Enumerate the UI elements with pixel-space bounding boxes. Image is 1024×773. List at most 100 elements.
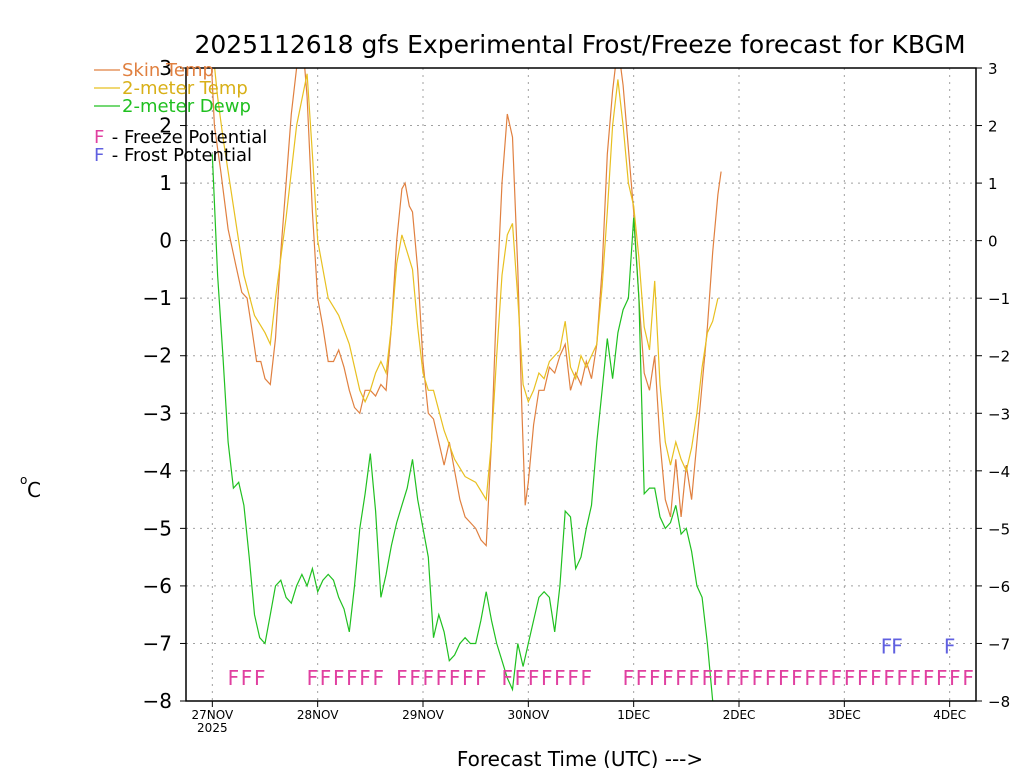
freeze-marker: F	[359, 666, 371, 690]
freeze-marker: F	[712, 666, 724, 690]
freeze-marker: F	[662, 666, 674, 690]
freeze-marker: F	[831, 666, 843, 690]
svg-text:F: F	[94, 127, 104, 148]
y-tick-label-right: −6	[988, 578, 1010, 596]
y-tick-label-right: −5	[988, 520, 1010, 538]
legend-2m-temp: 2-meter Temp	[94, 78, 248, 99]
y-tick-label-right: −8	[988, 693, 1010, 711]
y-tick-label: −1	[143, 286, 172, 310]
freeze-marker: F	[923, 666, 935, 690]
freeze-marker: F	[528, 666, 540, 690]
freeze-marker: F	[581, 666, 593, 690]
freeze-marker: F	[910, 666, 922, 690]
y-tick-label: −5	[143, 516, 172, 540]
svg-text:C: C	[27, 478, 41, 502]
freeze-marker: F	[449, 666, 461, 690]
freeze-marker: F	[623, 666, 635, 690]
freeze-marker: F	[462, 666, 474, 690]
freeze-marker: F	[254, 666, 266, 690]
series-layer	[211, 68, 722, 701]
plot-frame	[185, 67, 977, 702]
freeze-marker: F	[936, 666, 948, 690]
y-tick-label-right: 2	[988, 118, 998, 136]
freeze-marker: F	[228, 666, 240, 690]
freeze-marker: F	[502, 666, 514, 690]
y-tick-label: −6	[143, 574, 172, 598]
freeze-marker: F	[554, 666, 566, 690]
x-tick-label: 1DEC	[617, 708, 650, 722]
freeze-marker: F	[475, 666, 487, 690]
y-tick-label-right: 0	[988, 233, 998, 251]
freeze-marker: F	[739, 666, 751, 690]
freeze-marker: F	[962, 666, 974, 690]
freeze-marker: F	[649, 666, 661, 690]
x-tick-sublabel: 2025	[197, 721, 228, 735]
freeze-marker: F	[436, 666, 448, 690]
y-tick-label: 3	[159, 56, 172, 80]
svg-text:o: o	[20, 473, 27, 487]
freeze-marker: F	[320, 666, 332, 690]
freeze-marker: F	[765, 666, 777, 690]
x-axis-label: Forecast Time (UTC) --->	[457, 747, 703, 768]
freeze-marker: F	[725, 666, 737, 690]
y-tick-label: 0	[159, 229, 172, 253]
y-tick-label: 2	[159, 114, 172, 138]
freeze-marker: F	[307, 666, 319, 690]
svg-text:2-meter Dewp: 2-meter Dewp	[122, 96, 251, 117]
freeze-marker: F	[409, 666, 421, 690]
y-tick-label-right: 3	[988, 60, 998, 78]
x-tick-label: 3DEC	[828, 708, 861, 722]
freeze-marker: F	[883, 666, 895, 690]
freeze-marker: F	[818, 666, 830, 690]
frost-marker: F	[944, 634, 956, 658]
freeze-marker: F	[423, 666, 435, 690]
x-tick-label: 28NOV	[297, 708, 339, 722]
y-tick-label-right: −2	[988, 348, 1010, 366]
frost-marker: F	[891, 634, 903, 658]
series-line-2-meter-temp	[214, 68, 719, 502]
legend-frost-potential: F - Frost Potential	[94, 145, 252, 166]
freeze-marker: F	[541, 666, 553, 690]
freeze-marker: F	[949, 666, 961, 690]
freeze-marker: F	[567, 666, 579, 690]
freeze-marker: F	[346, 666, 358, 690]
y-tick-label: −3	[143, 401, 172, 425]
freeze-marker: F	[804, 666, 816, 690]
y-tick-label: −2	[143, 344, 172, 368]
freeze-marker: F	[675, 666, 687, 690]
y-tick-label: −8	[143, 689, 172, 713]
y-tick-label: −4	[143, 459, 172, 483]
legend-freeze-potential: F - Freeze Potential	[94, 127, 267, 148]
freeze-marker: F	[372, 666, 384, 690]
y-tick-label-right: −4	[988, 463, 1010, 481]
y-tick-label-right: −3	[988, 405, 1010, 423]
legend-2m-dewp: 2-meter Dewp	[94, 96, 251, 117]
freeze-marker: F	[857, 666, 869, 690]
svg-text:Skin Temp: Skin Temp	[122, 60, 214, 81]
series-line-skin-temp	[211, 68, 722, 548]
freeze-marker: F	[636, 666, 648, 690]
svg-text:2-meter Temp: 2-meter Temp	[122, 78, 248, 99]
freeze-marker: F	[702, 666, 714, 690]
y-tick-label-right: 1	[988, 175, 998, 193]
freeze-marker: F	[897, 666, 909, 690]
freeze-marker: F	[515, 666, 527, 690]
freeze-marker: F	[241, 666, 253, 690]
chart-title: 2025112618 gfs Experimental Frost/Freeze…	[194, 30, 965, 59]
y-tick-label: −7	[143, 631, 172, 655]
frost-marker: F	[881, 634, 893, 658]
y-axis-right: 3 2 1 0 −1 −2 −3 −4 −5 −6 −7 −8	[976, 60, 1010, 711]
freeze-marker: F	[870, 666, 882, 690]
y-tick-label-right: −7	[988, 635, 1010, 653]
svg-text:- Freeze Potential: - Freeze Potential	[106, 127, 267, 148]
grid	[186, 68, 976, 701]
freeze-marker: F	[688, 666, 700, 690]
x-tick-label: 4DEC	[933, 708, 966, 722]
x-tick-label: 27NOV	[191, 708, 233, 722]
x-tick-label: 30NOV	[507, 708, 549, 722]
x-tick-label: 29NOV	[402, 708, 444, 722]
freeze-marker: F	[778, 666, 790, 690]
